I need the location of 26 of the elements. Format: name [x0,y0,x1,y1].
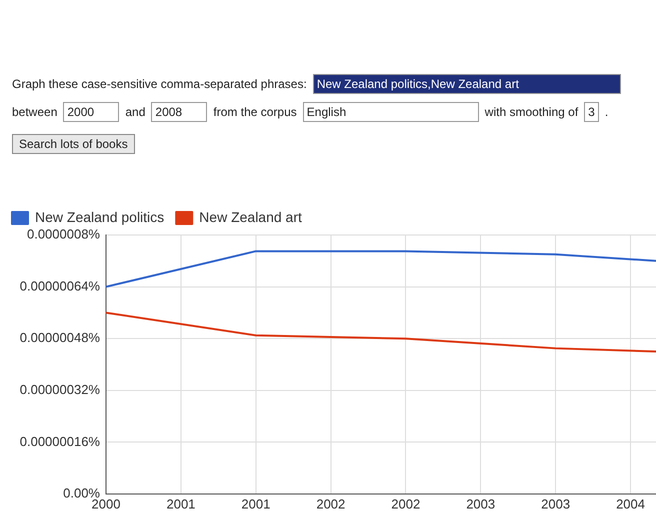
text: Graph these case-sensitive comma-separated phrases: [12,77,307,91]
y-tick-label: 0.0000008% [26,226,100,242]
x-tick-label: 2001 [166,496,196,512]
x-tick-label: 2003 [541,496,570,512]
text: from the corpus [213,105,297,119]
text: New Zealand politics,New Zealand art [312,74,621,94]
x-tick-label: 2001 [241,496,270,512]
x-tick-label: 2004 [616,496,645,512]
y-tick-label: 0.00000016% [20,434,100,449]
x-tick-label: 2002 [316,496,346,512]
legend-label: New Zealand politics [35,208,164,225]
x-tick-label: 2002 [391,496,420,512]
text: and [125,105,146,119]
y-tick-label: 0.00000064% [20,278,100,294]
text: 3 [584,102,599,122]
y-tick-label: 0.00000032% [20,382,100,397]
x-tick-label: 2003 [466,496,496,512]
text: between [12,105,58,119]
legend-label: New Zealand art [199,208,302,225]
text: 2008 [151,102,208,122]
text: English [302,102,479,122]
text: 2000 [63,102,120,122]
text: Search lots of books [12,134,135,154]
y-tick-label: 0.00000048% [20,330,100,346]
text: . [604,105,608,119]
text: with smoothing of [484,105,578,119]
